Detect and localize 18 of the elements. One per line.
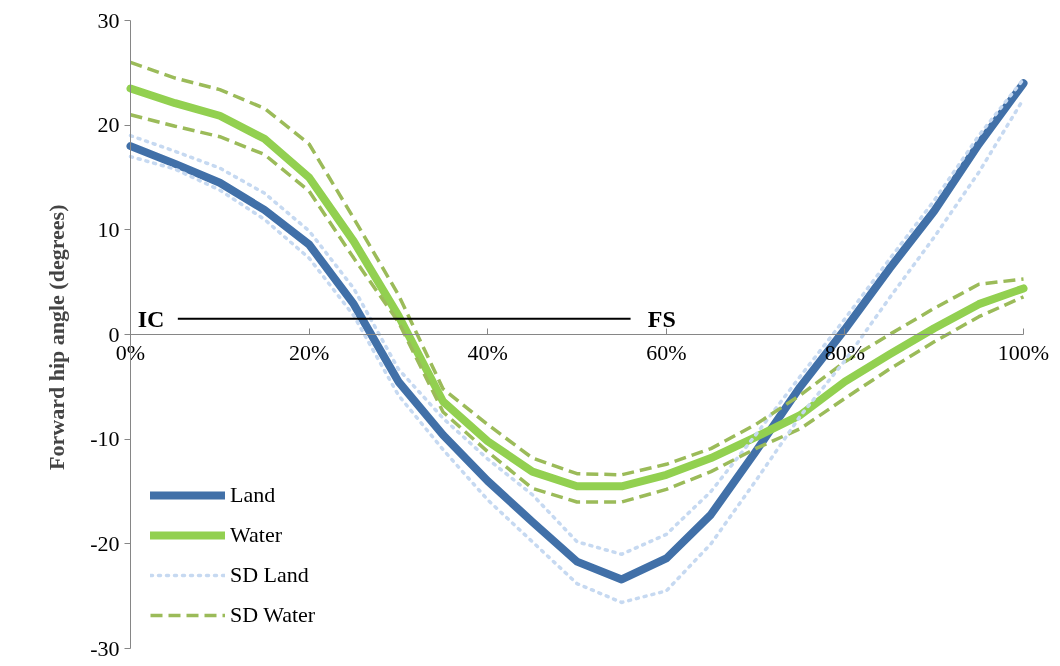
y-tick-label: 0 <box>108 321 120 347</box>
annotation: IC <box>137 305 165 332</box>
x-tick-label: 40% <box>467 339 508 365</box>
y-tick-label: 30 <box>97 7 120 33</box>
y-axis-title: Forward hip angle (degrees) <box>44 204 70 470</box>
legend-label: SD Water <box>230 602 316 628</box>
legend-label: Water <box>230 522 282 548</box>
y-tick-label: -20 <box>90 530 120 556</box>
annotation: FS <box>647 305 676 332</box>
y-tick-label: 20 <box>97 112 120 138</box>
x-tick-label: 100% <box>997 339 1050 365</box>
y-tick-label: -10 <box>90 426 120 452</box>
x-tick-label: 60% <box>646 339 687 365</box>
x-tick-label: 20% <box>288 339 330 365</box>
y-tick-label: -30 <box>90 635 120 661</box>
legend-label: SD Land <box>230 562 309 588</box>
legend-label: Land <box>230 482 276 508</box>
y-tick-label: 10 <box>97 216 120 242</box>
